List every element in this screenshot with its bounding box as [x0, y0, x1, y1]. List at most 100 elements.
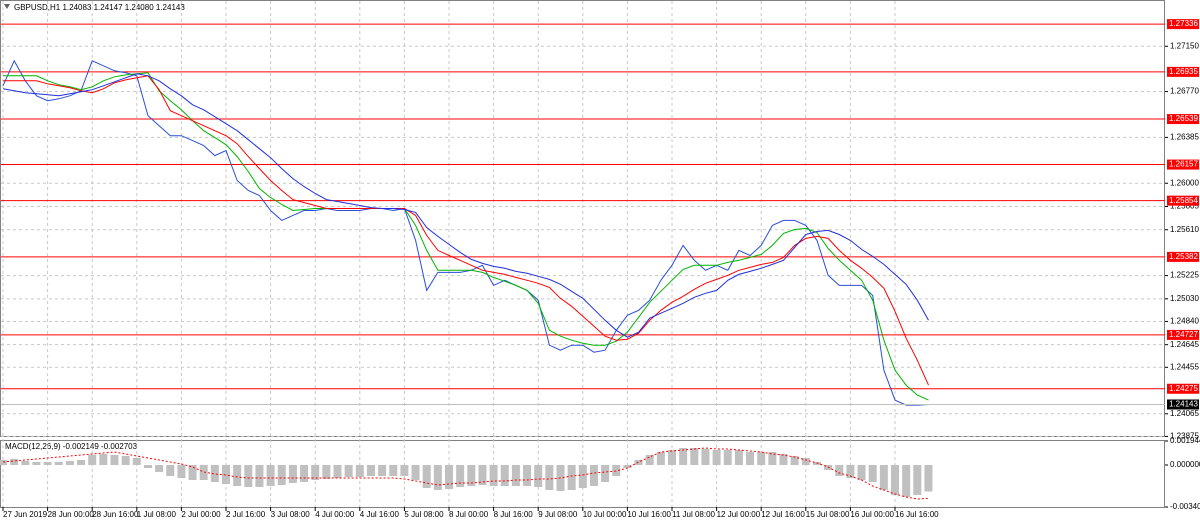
macd-bar: [612, 464, 621, 476]
level-label-box: [1167, 195, 1199, 206]
x-tick-label: 11 Jul 08:00: [672, 510, 716, 519]
macd-bar: [790, 455, 799, 465]
macd-bar: [656, 451, 665, 465]
x-tick-label: 12 Jul 16:00: [761, 510, 805, 519]
macd-bar: [868, 464, 877, 482]
x-tick-label: 28 Jun 00:00: [48, 510, 95, 519]
macd-bar: [355, 464, 364, 477]
macd-bar: [857, 464, 866, 480]
macd-bar: [913, 464, 922, 495]
macd-bar: [155, 464, 164, 472]
macd-bar: [601, 464, 610, 482]
macd-bar: [746, 451, 755, 465]
macd-bar: [255, 464, 264, 487]
y-tick-label: 1.26770: [1170, 87, 1199, 96]
x-tick-label: 4 Jul 00:00: [315, 510, 355, 519]
macd-bar: [199, 464, 208, 480]
y-tick-label: 1.24065: [1170, 409, 1199, 418]
y-tick-label: 1.25030: [1170, 294, 1199, 303]
macd-bar: [567, 464, 576, 490]
y-tick-label: 1.24455: [1170, 362, 1199, 371]
y-tick-label: 1.26385: [1170, 133, 1199, 142]
macd-bar: [65, 460, 74, 465]
level-label-box: [1167, 66, 1199, 77]
line-series: [3, 75, 929, 386]
level-label-box: [1167, 114, 1199, 125]
x-tick-label: 27 Jun 2019: [3, 510, 48, 519]
x-tick-label: 5 Jul 08:00: [404, 510, 444, 519]
macd-title: MACD(12,26,9) -0.002149 -0.002703: [5, 442, 138, 451]
macd-bar: [433, 464, 442, 490]
macd-bar: [378, 464, 387, 476]
macd-bar: [623, 464, 632, 468]
macd-bar: [311, 464, 320, 480]
macd-bar: [835, 464, 844, 476]
macd-bar: [924, 464, 933, 492]
macd-bar: [768, 451, 777, 465]
macd-bar: [0, 459, 7, 465]
macd-bar: [54, 461, 63, 465]
macd-bar: [132, 457, 141, 465]
macd-bar: [88, 454, 97, 465]
macd-bar: [679, 447, 688, 465]
macd-bar: [511, 464, 520, 486]
macd-bar: [143, 464, 152, 468]
x-tick-label: 9 Jul 08:00: [538, 510, 578, 519]
macd-bar: [634, 459, 643, 465]
macd-bar: [21, 460, 30, 465]
macd-bar: [879, 464, 888, 490]
level-label-box: [1167, 383, 1199, 394]
macd-bar: [757, 451, 766, 465]
macd-bar: [43, 461, 52, 465]
macd-bar: [701, 448, 710, 465]
macd-bar: [668, 449, 676, 465]
macd-bar: [779, 453, 788, 465]
macd-bar: [422, 464, 431, 488]
x-tick-label: 28 Jun 16:00: [92, 510, 139, 519]
macd-bar: [467, 464, 476, 486]
y-tick-label: 1.24840: [1170, 317, 1199, 326]
x-tick-label: 3 Jul 08:00: [271, 510, 311, 519]
macd-bar: [300, 464, 309, 482]
x-tick-label: 4 Jul 16:00: [360, 510, 400, 519]
price-line: [2, 59, 929, 406]
x-tick-label: 1 Jul 08:00: [137, 510, 177, 519]
macd-bar: [266, 464, 275, 486]
y-tick-label: 1.27150: [1170, 41, 1199, 50]
macd-bar: [456, 464, 465, 487]
y-tick-label: 0.001944: [1170, 436, 1200, 445]
chart-title: GBPUSD,H1 1.24083 1.24147 1.24080 1.2414…: [14, 3, 185, 12]
x-tick-label: 10 Jul 16:00: [627, 510, 671, 519]
x-tick-label: 15 Jul 08:00: [806, 510, 850, 519]
macd-bar: [445, 464, 453, 489]
macd-bar: [723, 449, 732, 465]
x-tick-label: 8 Jul 00:00: [449, 510, 489, 519]
macd-bar: [734, 449, 743, 465]
macd-bar: [366, 464, 375, 476]
y-tick-label: 1.25225: [1170, 271, 1199, 280]
macd-bar: [690, 447, 699, 465]
y-tick-label: 0.000000: [1170, 460, 1200, 469]
y-tick-label: 1.25610: [1170, 225, 1199, 234]
level-label: 1.26539: [1169, 114, 1198, 123]
last-price-box: [1167, 399, 1199, 410]
macd-bar: [545, 464, 554, 490]
level-label: 1.27336: [1169, 19, 1198, 28]
level-label: 1.24275: [1169, 384, 1198, 393]
macd-bar: [534, 464, 543, 487]
level-label-box: [1167, 19, 1199, 30]
last-price-label: 1.24143: [1169, 400, 1198, 409]
macd-bar: [177, 464, 186, 478]
macd-bar: [210, 464, 219, 482]
macd-bar: [32, 461, 41, 465]
macd-bar: [10, 458, 19, 465]
level-label-box: [1167, 251, 1199, 262]
y-tick-label: 1.23875: [1170, 432, 1199, 441]
macd-bar: [110, 454, 119, 465]
level-label: 1.24727: [1169, 330, 1198, 339]
macd-bar: [500, 464, 509, 486]
macd-bar: [288, 464, 297, 483]
x-tick-label: 16 Jul 16:00: [895, 510, 939, 519]
x-tick-label: 8 Jul 16:00: [494, 510, 534, 519]
